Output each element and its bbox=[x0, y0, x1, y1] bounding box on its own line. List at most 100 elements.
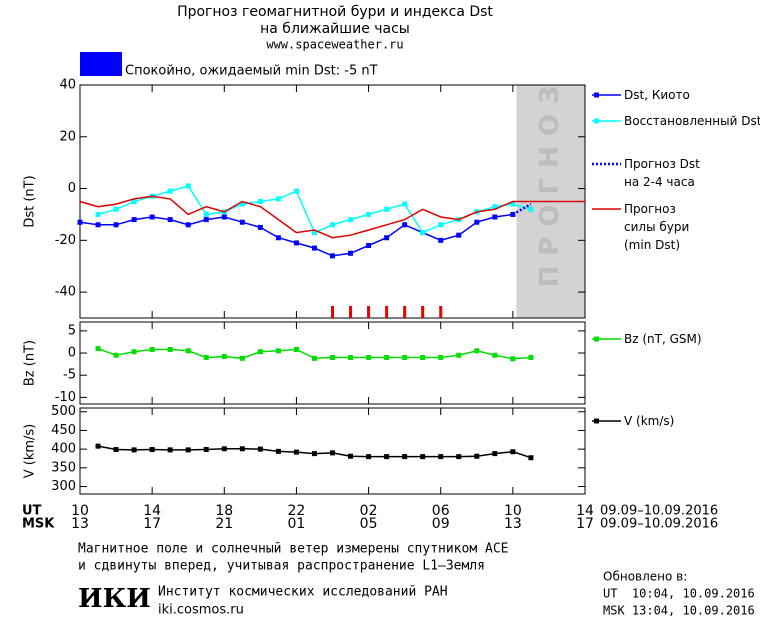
y-tick-label: 500 bbox=[51, 404, 76, 419]
series-marker bbox=[293, 240, 299, 246]
series-marker bbox=[348, 250, 354, 256]
series-marker bbox=[420, 354, 426, 360]
series-marker bbox=[456, 454, 462, 460]
url: www.spaceweather.ru bbox=[266, 38, 403, 52]
legend-label: Восстановленный Dst bbox=[624, 114, 760, 128]
series-marker bbox=[366, 243, 372, 249]
series-marker bbox=[528, 455, 534, 461]
x-tick-label: 02 bbox=[360, 503, 378, 519]
series-marker bbox=[330, 354, 335, 360]
series-marker bbox=[420, 230, 426, 236]
updated-msk: MSK 13:04, 10.09.2016 bbox=[603, 604, 755, 618]
x-tick-label: 17 bbox=[576, 516, 594, 532]
series-marker bbox=[203, 354, 209, 360]
series-marker bbox=[239, 355, 245, 361]
status-text: Спокойно, ожидаемый min Dst: -5 nT bbox=[125, 64, 378, 79]
series-marker bbox=[257, 199, 263, 204]
series-marker bbox=[366, 454, 372, 460]
series-line bbox=[79, 213, 514, 257]
y-tick-label: 350 bbox=[51, 460, 76, 475]
legend-marker bbox=[594, 418, 599, 424]
series-marker bbox=[510, 356, 516, 362]
y-tick-label: 0 bbox=[68, 181, 76, 196]
x-axis-dates: 09.09–10.09.2016 bbox=[600, 517, 718, 532]
updated-title: Обновлено в: bbox=[603, 570, 687, 584]
series-marker bbox=[149, 214, 155, 220]
title: Прогноз геомагнитной бури и индекса Dst bbox=[177, 4, 493, 20]
series-marker bbox=[402, 222, 408, 228]
series-marker bbox=[293, 346, 299, 352]
series-line bbox=[79, 195, 585, 239]
series-marker bbox=[438, 454, 444, 460]
series-marker bbox=[456, 232, 462, 238]
y-tick-label: -20 bbox=[55, 233, 76, 248]
series-marker bbox=[366, 354, 372, 360]
series-marker bbox=[330, 253, 335, 259]
x-tick-label: 14 bbox=[143, 503, 161, 519]
series-marker bbox=[492, 352, 498, 358]
series-marker bbox=[113, 447, 119, 453]
y-tick-label: 20 bbox=[59, 129, 76, 144]
x-tick-label: 14 bbox=[576, 503, 594, 519]
series-marker bbox=[95, 222, 101, 228]
x-axis-dates: 09.09–10.09.2016 bbox=[600, 504, 718, 519]
series-marker bbox=[185, 183, 191, 189]
series-marker bbox=[311, 245, 317, 251]
series-marker bbox=[257, 349, 263, 355]
series-marker bbox=[438, 237, 444, 243]
y-tick-label: -10 bbox=[55, 390, 76, 405]
series-marker bbox=[275, 448, 281, 454]
series-marker bbox=[510, 211, 516, 217]
series-marker bbox=[474, 453, 480, 459]
series-marker bbox=[149, 447, 155, 453]
series-marker bbox=[167, 346, 173, 352]
series-marker bbox=[203, 447, 209, 453]
series-marker bbox=[348, 217, 354, 223]
legend-label: Bz (nT, GSM) bbox=[624, 332, 702, 346]
series-marker bbox=[348, 354, 354, 360]
series-marker bbox=[402, 454, 408, 460]
series-marker bbox=[275, 196, 281, 202]
series-marker bbox=[185, 348, 191, 354]
logo: ИКИ bbox=[78, 584, 151, 614]
legend-marker bbox=[594, 92, 599, 98]
x-tick-label: 22 bbox=[288, 503, 306, 519]
series-marker bbox=[311, 355, 317, 361]
series-marker bbox=[113, 206, 119, 212]
x-axis-label: UT bbox=[22, 504, 42, 519]
series-marker bbox=[384, 235, 390, 241]
series-marker bbox=[275, 348, 281, 354]
y-tick-label: -5 bbox=[63, 368, 76, 383]
legend-marker bbox=[594, 118, 599, 124]
series-marker bbox=[366, 211, 372, 217]
x-tick-label: 21 bbox=[215, 516, 233, 532]
series-marker bbox=[402, 201, 408, 207]
series-marker bbox=[293, 449, 299, 455]
plot-frame bbox=[79, 84, 586, 319]
y-tick-label: 400 bbox=[51, 442, 76, 457]
series-marker bbox=[528, 354, 534, 360]
y-tick-label: 0 bbox=[68, 346, 76, 361]
series-marker bbox=[311, 230, 317, 236]
series-marker bbox=[492, 204, 498, 210]
series-marker bbox=[95, 211, 101, 217]
series-marker bbox=[131, 447, 137, 453]
series-marker bbox=[221, 446, 227, 452]
x-tick-label: 13 bbox=[504, 516, 522, 532]
series-marker bbox=[167, 447, 173, 453]
x-tick-label: 10 bbox=[504, 503, 522, 519]
series-marker bbox=[131, 217, 137, 223]
series-marker bbox=[203, 211, 209, 217]
institute: Институт космических исследований РАН bbox=[158, 585, 448, 600]
series-marker bbox=[348, 453, 354, 459]
series-marker bbox=[95, 443, 101, 449]
series-marker bbox=[384, 354, 390, 360]
series-marker bbox=[257, 446, 263, 452]
series-marker bbox=[510, 201, 516, 207]
series-marker bbox=[528, 206, 534, 212]
legend-label: Прогноз Dst на 2-4 часа bbox=[624, 157, 700, 189]
y-axis-label: Dst (nT) bbox=[23, 175, 38, 227]
series-marker bbox=[239, 201, 245, 207]
series-marker bbox=[185, 447, 191, 453]
series-marker bbox=[203, 217, 209, 223]
